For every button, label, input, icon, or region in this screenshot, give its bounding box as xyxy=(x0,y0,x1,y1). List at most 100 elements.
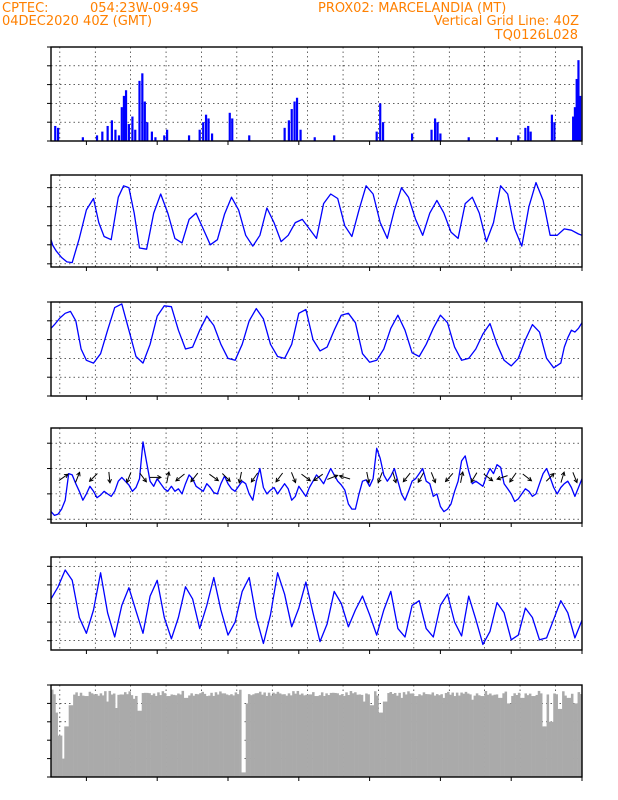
cloud-area-column xyxy=(115,708,118,777)
wind-arrow-shaft xyxy=(250,472,259,483)
cloud-area-column xyxy=(214,692,218,777)
cloud-area-column xyxy=(340,694,344,777)
wind-arrow-head xyxy=(444,477,450,483)
precip-bar xyxy=(101,131,104,141)
cloud-area-column xyxy=(497,697,501,777)
cloud-area-column xyxy=(455,692,459,777)
cloud-area-column xyxy=(139,710,143,777)
cloud-area-column xyxy=(343,695,346,777)
cloud-area-column xyxy=(376,695,379,777)
cloud-area-column xyxy=(309,694,313,777)
cloud-area-column xyxy=(316,696,320,777)
wind-arrow-shaft xyxy=(430,472,436,483)
cloud-area-column xyxy=(263,692,266,777)
cloud-area-column xyxy=(542,726,545,777)
cloud-area-column xyxy=(174,695,178,777)
precip-bar xyxy=(231,118,234,141)
wind-arrow-shaft xyxy=(89,473,98,482)
precip-bar xyxy=(120,107,123,141)
wind-arrow-head xyxy=(333,474,339,479)
wind-arrow-shaft xyxy=(560,471,565,483)
cloud-area-column xyxy=(568,697,572,777)
cloud-area-column xyxy=(438,695,441,777)
precip-bar xyxy=(166,129,169,141)
precip-bar xyxy=(529,131,532,141)
cloud-area-column xyxy=(449,694,452,777)
cloud-area-column xyxy=(416,696,419,777)
cloud-area-column xyxy=(79,692,83,777)
precip-bar xyxy=(410,133,414,141)
wind-arrow-head xyxy=(165,470,171,476)
cloud-area-column xyxy=(57,735,61,777)
cloud-area-column xyxy=(484,691,488,777)
cloud-area-column xyxy=(117,694,120,777)
cloud-area-column xyxy=(493,694,497,777)
cloud-area-column xyxy=(159,695,162,777)
precip-bar xyxy=(313,137,316,141)
precip-bar xyxy=(436,122,439,141)
cloud-area-column xyxy=(150,695,154,777)
cloud-area-column xyxy=(112,693,116,777)
wind-series-line xyxy=(50,441,583,517)
precip-bar xyxy=(572,116,575,141)
precip-bar xyxy=(204,114,208,141)
precip-bar xyxy=(495,137,499,141)
cloud-area-column xyxy=(334,692,337,777)
header-grid-note: Vertical Grid Line: 40Z xyxy=(434,14,579,29)
wind-arrow-shaft xyxy=(445,472,454,482)
cloud-area-column xyxy=(371,705,375,777)
cloud-area-column xyxy=(216,694,220,777)
cloud-area-column xyxy=(464,691,468,777)
cloud-area-column xyxy=(382,701,386,777)
wind-arrows xyxy=(58,470,578,484)
wind-arrow-shaft xyxy=(377,472,383,483)
cloud-area-column xyxy=(185,697,189,777)
precip-bar xyxy=(207,118,210,141)
cloud-area-column xyxy=(325,693,328,777)
cloud-area-column xyxy=(312,692,315,777)
cloud-area-column xyxy=(380,712,384,777)
wind-arrow-shaft xyxy=(522,473,532,482)
cloud-area-column xyxy=(88,691,92,777)
precip-bar xyxy=(163,135,166,141)
cloud-area-column xyxy=(318,695,322,777)
cloud-panel xyxy=(47,684,583,781)
cloud-area-column xyxy=(429,694,432,777)
cloud-area-column xyxy=(469,694,472,777)
cloud-area-column xyxy=(210,692,213,777)
wind-arrow-shaft xyxy=(139,472,147,483)
cloud-area-column xyxy=(99,693,103,777)
precip-bar xyxy=(114,129,117,141)
wind-arrow-shaft xyxy=(496,475,508,480)
wind-arrow-head xyxy=(250,477,256,483)
cloud-area-column xyxy=(261,694,264,777)
cloud-area-column xyxy=(393,692,397,777)
precip-bar xyxy=(117,135,121,141)
precip-bar xyxy=(127,124,130,141)
wind-arrow-shaft xyxy=(392,471,397,483)
wind-arrow-head xyxy=(488,476,494,482)
cloud-area-column xyxy=(130,695,134,777)
cloud-area-column xyxy=(405,694,408,777)
cloud-area-column xyxy=(537,690,541,777)
cloud-area-column xyxy=(548,721,552,777)
cloud-area-column xyxy=(557,708,561,777)
cloud-area-column xyxy=(166,696,169,777)
wind-arrow-head xyxy=(402,477,408,483)
cloud-area-column xyxy=(553,693,556,777)
cloud-area-column xyxy=(407,691,410,777)
wind-arrow-shaft xyxy=(209,473,219,482)
wind-arrow-shaft xyxy=(460,471,464,483)
cloud-area-column xyxy=(444,693,448,777)
cloud-area-column xyxy=(77,695,81,777)
cloud-area-column xyxy=(385,701,388,777)
rh-frame xyxy=(50,301,583,397)
cloud-area-column xyxy=(254,693,258,777)
pressure-frame xyxy=(50,556,583,651)
wind-arrow-head xyxy=(573,478,578,484)
cloud-area-column xyxy=(247,694,251,777)
pressure-series-line xyxy=(50,569,583,646)
temp-series-line xyxy=(50,181,583,264)
wind-arrow-shaft xyxy=(417,472,425,483)
